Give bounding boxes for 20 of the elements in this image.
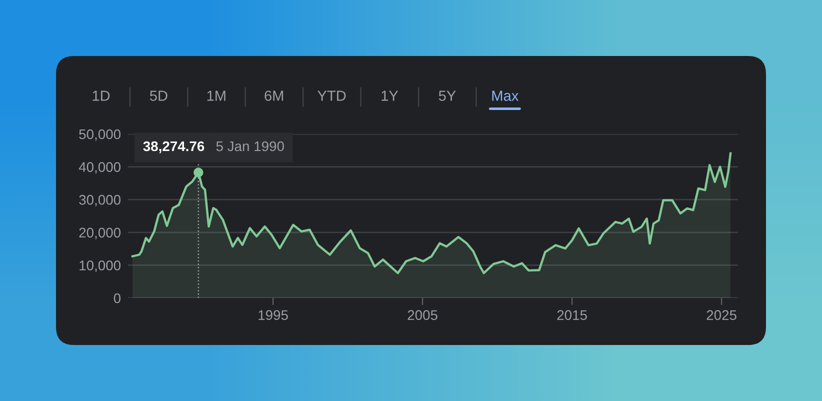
y-tick-label: 20,000: [79, 228, 121, 240]
y-tick-label: 40,000: [78, 162, 121, 174]
text: 1M: [207, 90, 226, 101]
annotation: 38,274.76: [143, 141, 204, 154]
text: 1D: [92, 90, 110, 101]
text: YTD: [318, 90, 346, 101]
text: Max: [492, 90, 519, 101]
text: 6M: [264, 90, 284, 101]
x-tick-label: 2025: [706, 310, 736, 320]
y-tick-label: 0: [114, 293, 121, 304]
ref-line-label: 5 Jan 1990: [216, 141, 284, 152]
text: 1Y: [382, 90, 398, 101]
x-tick-label: 2005: [408, 310, 438, 320]
x-tick-label: 2015: [557, 310, 587, 320]
text: 5D: [150, 90, 168, 101]
y-tick-label: 50,000: [79, 129, 121, 141]
text: 5Y: [438, 90, 456, 101]
x-tick-label: 1995: [258, 310, 288, 320]
y-tick-label: 10,000: [80, 260, 121, 272]
y-tick-label: 30,000: [79, 194, 121, 206]
